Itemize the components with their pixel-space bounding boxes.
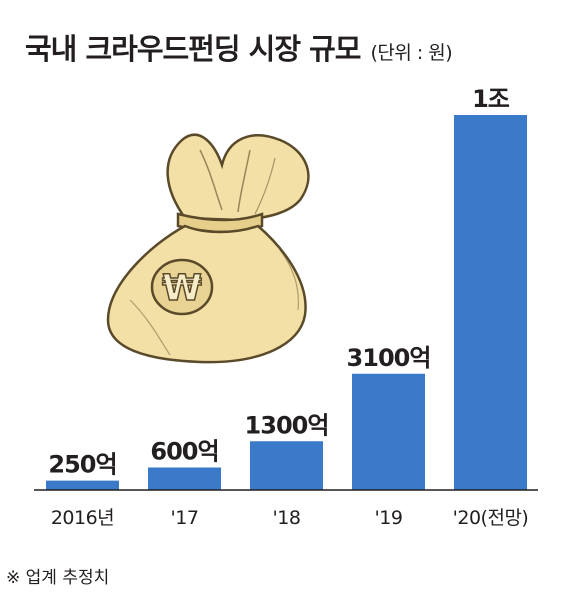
bar-value-label: 1조 bbox=[472, 85, 510, 113]
x-tick-labels: 2016년 '17 '18 '19 '20(전망) bbox=[51, 507, 529, 529]
bar-value-label: 250억 bbox=[48, 451, 116, 479]
bar bbox=[46, 480, 119, 490]
chart-title: 국내 크라우드펀딩 시장 규모 bbox=[25, 32, 361, 66]
won-symbol: ₩ bbox=[162, 268, 202, 309]
bar bbox=[352, 373, 425, 490]
x-tick-label: '17 bbox=[171, 507, 199, 529]
x-tick-label: 2016년 bbox=[51, 507, 114, 529]
title-row: 국내 크라우드펀딩 시장 규모 (단위 : 원) bbox=[25, 26, 453, 68]
bars-group: 250억 600억 1300억 3100억 1조 bbox=[46, 85, 527, 490]
won-coin bbox=[150, 258, 214, 316]
bar bbox=[454, 115, 527, 490]
unit-note: (단위 : 원) bbox=[370, 42, 453, 64]
money-bag-icon: ₩ bbox=[106, 133, 310, 364]
x-tick-label: '19 bbox=[375, 507, 403, 529]
bar bbox=[250, 441, 323, 490]
bar bbox=[148, 467, 221, 490]
x-tick-label: '18 bbox=[273, 507, 301, 529]
bar-value-label: 600억 bbox=[150, 438, 218, 466]
bar-value-label: 3100억 bbox=[347, 344, 431, 372]
footnote: ※ 업계 추정치 bbox=[6, 568, 110, 588]
bar-value-label: 1300억 bbox=[245, 411, 329, 439]
x-tick-label: '20(전망) bbox=[453, 507, 529, 529]
